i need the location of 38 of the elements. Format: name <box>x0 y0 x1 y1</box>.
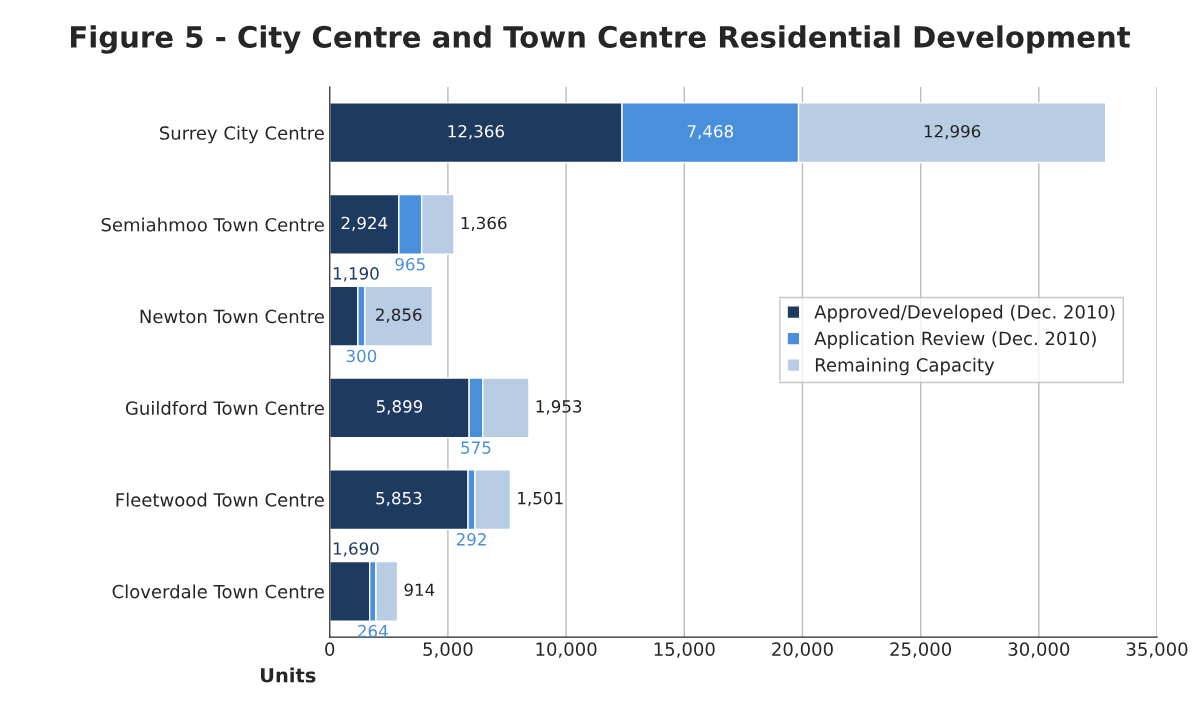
y-tick-label: Fleetwood Town Centre <box>116 492 324 507</box>
data-label: 12,996 <box>924 124 981 140</box>
bar <box>329 560 371 622</box>
y-tick-label: Guildford Town Centre <box>125 400 324 415</box>
y-tick-label: Cloverdale Town Centre <box>112 584 324 599</box>
legend-label: Application Review (Dec. 2010) <box>814 331 1096 349</box>
data-label: 2,856 <box>376 308 422 323</box>
data-label: 292 <box>456 533 486 546</box>
x-tick-label: 20,000 <box>772 642 833 658</box>
x-tick-label: 0 <box>325 642 335 656</box>
data-label: 575 <box>461 441 491 454</box>
x-tick-label: 35,000 <box>1126 642 1188 658</box>
data-label: 1,501 <box>518 491 563 507</box>
y-tick-label: Surrey City Centre <box>160 125 324 144</box>
x-tick-label: 25,000 <box>890 642 952 658</box>
data-label: 5,899 <box>376 400 423 415</box>
data-label: 2,924 <box>341 216 388 231</box>
data-label: 965 <box>395 257 425 271</box>
chart-title: Figure 5 - City Centre and Town Centre Residential Development <box>71 25 1130 54</box>
data-label: 1,190 <box>333 267 379 282</box>
data-label: 1,690 <box>333 542 379 557</box>
x-tick-label: 15,000 <box>654 642 715 658</box>
data-label: 1,953 <box>536 400 582 415</box>
x-axis-title: Units <box>260 667 316 683</box>
y-tick-label: Semiahmoo Town Centre <box>101 217 324 232</box>
y-tick-label: Newton Town Centre <box>140 309 324 324</box>
data-label: 914 <box>404 583 435 597</box>
x-tick-label: 30,000 <box>1008 642 1070 658</box>
data-label: 264 <box>358 624 388 638</box>
data-label: 1,366 <box>461 216 507 231</box>
legend-label: Approved/Developed (Dec. 2010) <box>814 304 1115 323</box>
legend-label: Remaining Capacity <box>815 357 995 376</box>
x-tick-label: 5,000 <box>423 642 473 658</box>
data-label: 300 <box>346 349 377 363</box>
x-tick-label: 10,000 <box>536 642 597 658</box>
data-label: 5,853 <box>376 491 422 507</box>
data-label: 12,366 <box>448 124 504 140</box>
data-label: 7,468 <box>687 124 733 140</box>
